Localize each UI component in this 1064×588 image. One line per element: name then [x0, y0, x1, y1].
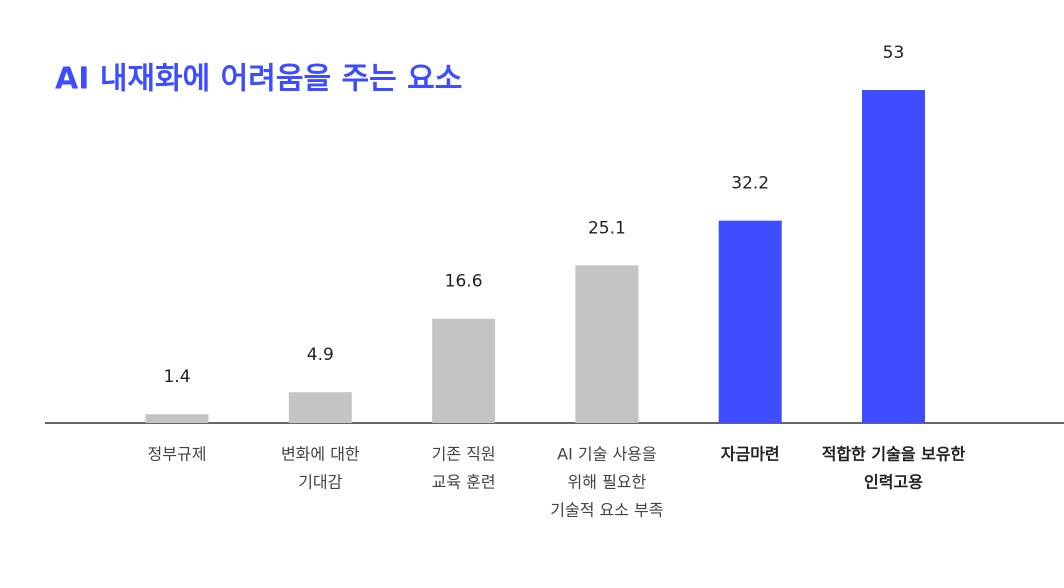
bar [288, 392, 352, 423]
x-tick-label: 기술적 요소 부족 [550, 501, 663, 520]
x-tick-label: 인력고용 [864, 473, 923, 492]
x-tick-label: 위해 필요한 [568, 473, 647, 492]
bar [862, 90, 925, 423]
value-label: 25.1 [588, 218, 626, 238]
x-tick-label: 적합한 기술을 보유한 [822, 445, 966, 464]
value-label: 32.2 [731, 174, 769, 194]
bar [432, 318, 496, 423]
x-tick-label: 정부규제 [148, 445, 207, 464]
x-tick-label: 교육 훈련 [432, 473, 496, 492]
value-label: 1.4 [163, 367, 190, 387]
x-tick-label: 기대감 [298, 473, 342, 492]
x-tick-label: 자금마련 [721, 445, 780, 464]
x-tick-label: 기존 직원 [432, 445, 496, 464]
value-label: 16.6 [445, 272, 483, 292]
value-label: 53 [883, 43, 905, 63]
bar [575, 265, 639, 423]
x-tick-label: 변화에 대한 [281, 445, 360, 464]
bar [718, 220, 782, 423]
bar [145, 414, 209, 423]
value-label: 4.9 [307, 345, 334, 365]
x-tick-label: AI 기술 사용을 [557, 445, 656, 464]
chart-title: AI 내재화에 어려움을 주는 요소 [55, 62, 462, 97]
